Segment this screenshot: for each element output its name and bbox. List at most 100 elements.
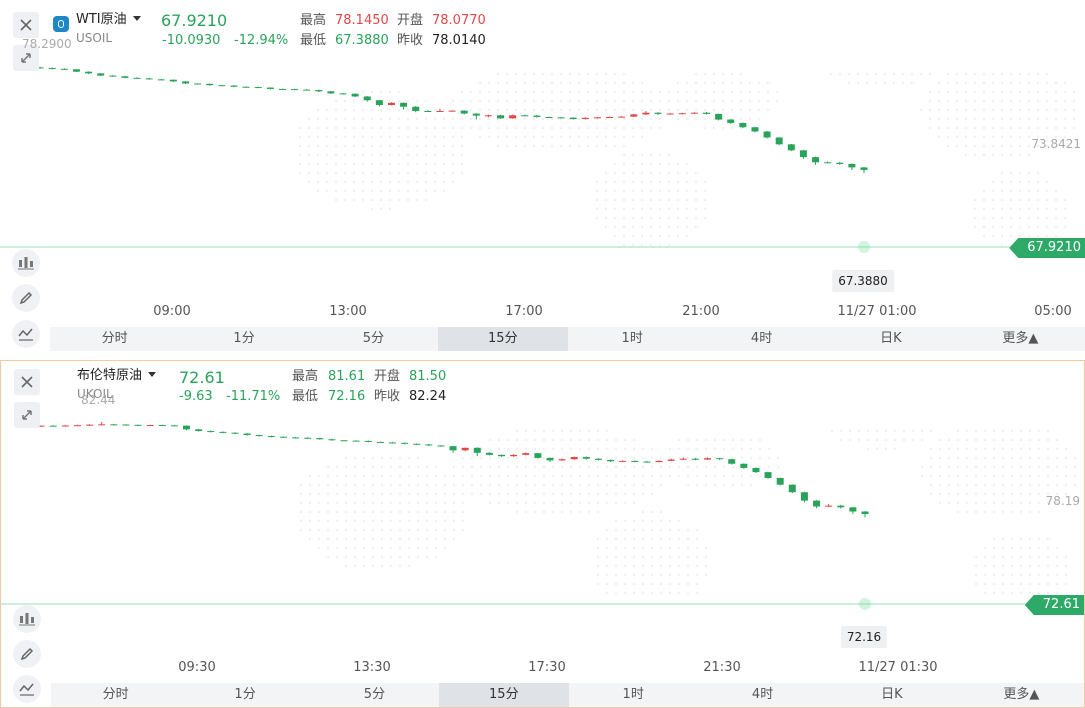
candle <box>388 441 396 444</box>
candle <box>110 423 118 426</box>
candle <box>849 506 857 515</box>
candle-body <box>861 511 869 515</box>
candle <box>109 75 117 77</box>
candle <box>799 149 807 159</box>
candle-body <box>825 505 833 507</box>
tab-timeshare[interactable]: 分时 <box>101 331 128 346</box>
candle <box>339 92 347 95</box>
candle-body <box>642 112 650 115</box>
period-tabs: 分时 1分 5分 15分 1时 4时 日K 更多▲ <box>51 683 1084 707</box>
tab-1min[interactable]: 1分 <box>234 687 256 702</box>
tab-15min[interactable]: 15分 <box>438 327 568 351</box>
tab-1hour[interactable]: 1时 <box>621 331 643 346</box>
y-axis-label: 73.8421 <box>1031 137 1081 151</box>
instrument-selector[interactable]: WTI原油 <box>76 12 141 28</box>
candle-body <box>254 87 262 89</box>
tab-daily[interactable]: 日K <box>880 331 902 346</box>
candle <box>436 108 444 112</box>
indicator-button[interactable] <box>12 249 40 277</box>
candle <box>85 71 93 74</box>
candle-body <box>48 68 56 70</box>
candle <box>49 425 57 427</box>
tab-4hour[interactable]: 4时 <box>750 331 773 346</box>
tab-1min[interactable]: 1分 <box>233 331 255 346</box>
candle <box>219 431 227 434</box>
tab-5min[interactable]: 5分 <box>363 687 386 702</box>
candle-body <box>425 444 433 446</box>
candle-body <box>145 78 153 80</box>
candle-body <box>218 85 226 87</box>
candle-body <box>751 127 759 132</box>
candle <box>813 500 821 509</box>
wti-candlestick-chart[interactable] <box>0 0 1085 325</box>
pencil-icon <box>20 647 34 661</box>
tab-1hour[interactable]: 1时 <box>622 687 644 702</box>
tab-more[interactable]: 更多▲ <box>1002 331 1039 346</box>
candle <box>473 447 481 457</box>
expand-button[interactable] <box>13 45 39 71</box>
expand-button[interactable] <box>14 402 40 428</box>
candle-body <box>170 425 178 427</box>
candle <box>569 117 577 120</box>
candle-body <box>655 460 663 463</box>
candle-body <box>36 67 44 69</box>
tab-timeshare[interactable]: 分时 <box>102 687 129 702</box>
candle <box>387 102 395 106</box>
tab-4hour[interactable]: 4时 <box>751 687 774 702</box>
candle <box>376 441 384 443</box>
draw-tool-button[interactable] <box>12 284 40 312</box>
candle-body <box>643 461 651 463</box>
candle <box>594 458 602 461</box>
candle <box>752 467 760 473</box>
candle <box>510 454 518 457</box>
candle <box>328 438 336 441</box>
instrument-selector[interactable]: 布伦特原油 <box>77 368 157 384</box>
high-value: 78.1450 <box>335 13 389 28</box>
candle-body <box>98 424 106 426</box>
candle-body <box>787 144 795 151</box>
candle-body <box>678 113 686 115</box>
candle <box>860 167 868 174</box>
candle <box>825 503 833 508</box>
close-button[interactable] <box>13 12 39 38</box>
candle <box>787 143 795 152</box>
candle <box>836 161 844 165</box>
close-button[interactable] <box>14 369 40 395</box>
chart-type-button[interactable] <box>13 675 41 703</box>
candle-body <box>230 85 238 87</box>
caret-down-icon <box>132 16 141 21</box>
tab-daily[interactable]: 日K <box>881 687 903 702</box>
candle <box>631 460 639 463</box>
line-chart-icon <box>19 683 34 696</box>
candle <box>412 106 420 113</box>
candle <box>751 126 759 133</box>
candle-body <box>376 441 384 443</box>
brent-candlestick-chart[interactable] <box>1 361 1085 683</box>
line-chart-icon <box>18 328 33 341</box>
candle <box>158 424 166 427</box>
open-value: 81.50 <box>409 369 447 384</box>
candle <box>606 116 614 118</box>
tab-15min[interactable]: 15分 <box>439 683 569 707</box>
candle-body <box>267 436 275 438</box>
candle-body <box>449 446 457 451</box>
tab-more[interactable]: 更多▲ <box>1003 687 1040 702</box>
candle-body <box>472 113 480 116</box>
candle <box>266 87 274 90</box>
candle-body <box>364 440 372 442</box>
draw-tool-button[interactable] <box>13 640 41 668</box>
wti-chart-panel: WTI原油 USOIL 78.2900 67.9210 -10.0930 -12… <box>0 0 1085 351</box>
candle <box>522 452 530 456</box>
tab-5min[interactable]: 5分 <box>362 331 385 346</box>
y-axis-label: 78.19 <box>1045 494 1080 508</box>
candle-body <box>679 458 687 460</box>
candle-body <box>122 424 130 426</box>
candle-body <box>182 81 190 84</box>
candle <box>557 116 565 119</box>
chart-type-button[interactable] <box>12 320 40 348</box>
candle <box>340 439 348 442</box>
indicator-button[interactable] <box>13 605 41 633</box>
candle-body <box>509 115 517 119</box>
candle <box>678 112 686 115</box>
close-icon <box>20 19 32 31</box>
